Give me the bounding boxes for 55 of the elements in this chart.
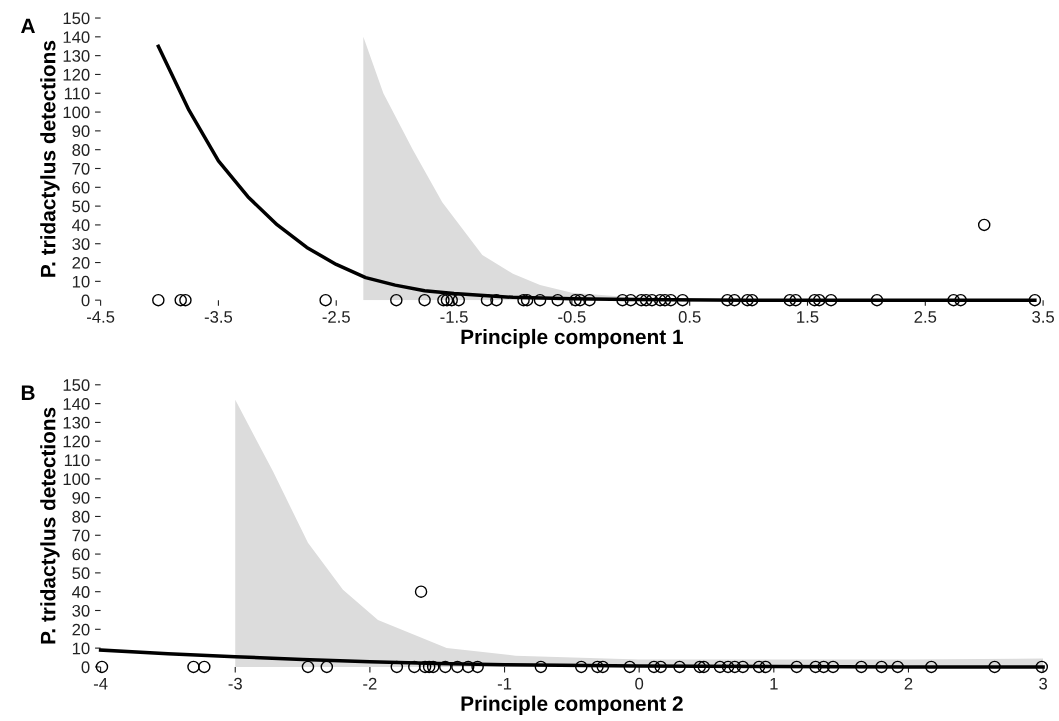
y-tick-label: 60	[72, 548, 90, 561]
x-tick-label: 3.5	[1032, 311, 1054, 323]
y-tick-label: 20	[72, 623, 90, 636]
x-axis-title: Principle component 1	[461, 328, 683, 349]
y-axis-title: P. tridactylus detections	[40, 40, 60, 277]
y-tick-label: 10	[72, 275, 90, 288]
x-tick-label: -4.5	[86, 311, 115, 323]
y-tick-label: 110	[64, 87, 90, 100]
x-axis-title: Principle component 2	[461, 695, 683, 716]
y-tick-label: 0	[81, 661, 90, 674]
text: A	[21, 18, 35, 34]
y-tick-label: 80	[72, 144, 90, 156]
y-tick-label: 0	[81, 294, 90, 307]
y-tick-label: 120	[63, 68, 90, 81]
y-tick-label: 40	[72, 219, 90, 232]
y-tick-label: 140	[63, 398, 90, 410]
y-tick-label: 40	[72, 586, 90, 598]
y-tick-label: 100	[63, 473, 90, 486]
y-tick-label: 70	[72, 162, 90, 175]
x-tick-label: 1.5	[797, 311, 819, 323]
y-tick-label: 70	[72, 529, 90, 542]
y-axis-title: P. tridactylus detections	[40, 407, 60, 644]
x-tick-label: -0.5	[558, 311, 586, 323]
x-tick-label: -2.5	[322, 311, 350, 323]
x-tick-label: -3	[228, 677, 242, 690]
y-tick-label: 90	[72, 492, 90, 504]
y-tick-label: 60	[72, 181, 90, 194]
y-tick-label: 30	[72, 238, 90, 250]
y-tick-label: 120	[63, 435, 90, 448]
x-tick-label: 2	[904, 677, 913, 690]
x-tick-label: -2	[363, 677, 377, 690]
x-tick-label: -4	[93, 677, 108, 690]
y-tick-label: 90	[72, 125, 90, 138]
y-tick-label: 140	[63, 31, 90, 44]
y-tick-label: 110	[64, 454, 90, 467]
x-tick-label: 2.5	[914, 311, 937, 323]
x-tick-label: 0.5	[678, 311, 701, 323]
text: B	[21, 385, 35, 400]
x-tick-label: 1	[770, 677, 778, 690]
y-tick-label: 50	[72, 200, 90, 213]
y-tick-label: 150	[63, 379, 90, 391]
x-tick-label: 0	[635, 677, 644, 690]
y-tick-label: 80	[72, 510, 90, 523]
x-tick-label: -1	[497, 677, 512, 690]
y-tick-label: 130	[63, 50, 90, 62]
y-tick-label: 130	[63, 416, 90, 429]
x-tick-label: -1.5	[440, 311, 468, 323]
y-tick-label: 30	[72, 604, 90, 617]
y-tick-label: 100	[63, 106, 90, 119]
y-tick-label: 50	[72, 567, 90, 580]
y-tick-label: 10	[72, 642, 90, 655]
y-tick-label: 150	[63, 12, 90, 25]
y-tick-label: 20	[72, 256, 90, 269]
x-tick-label: 3	[1039, 677, 1048, 690]
x-tick-label: -3.5	[204, 311, 233, 323]
